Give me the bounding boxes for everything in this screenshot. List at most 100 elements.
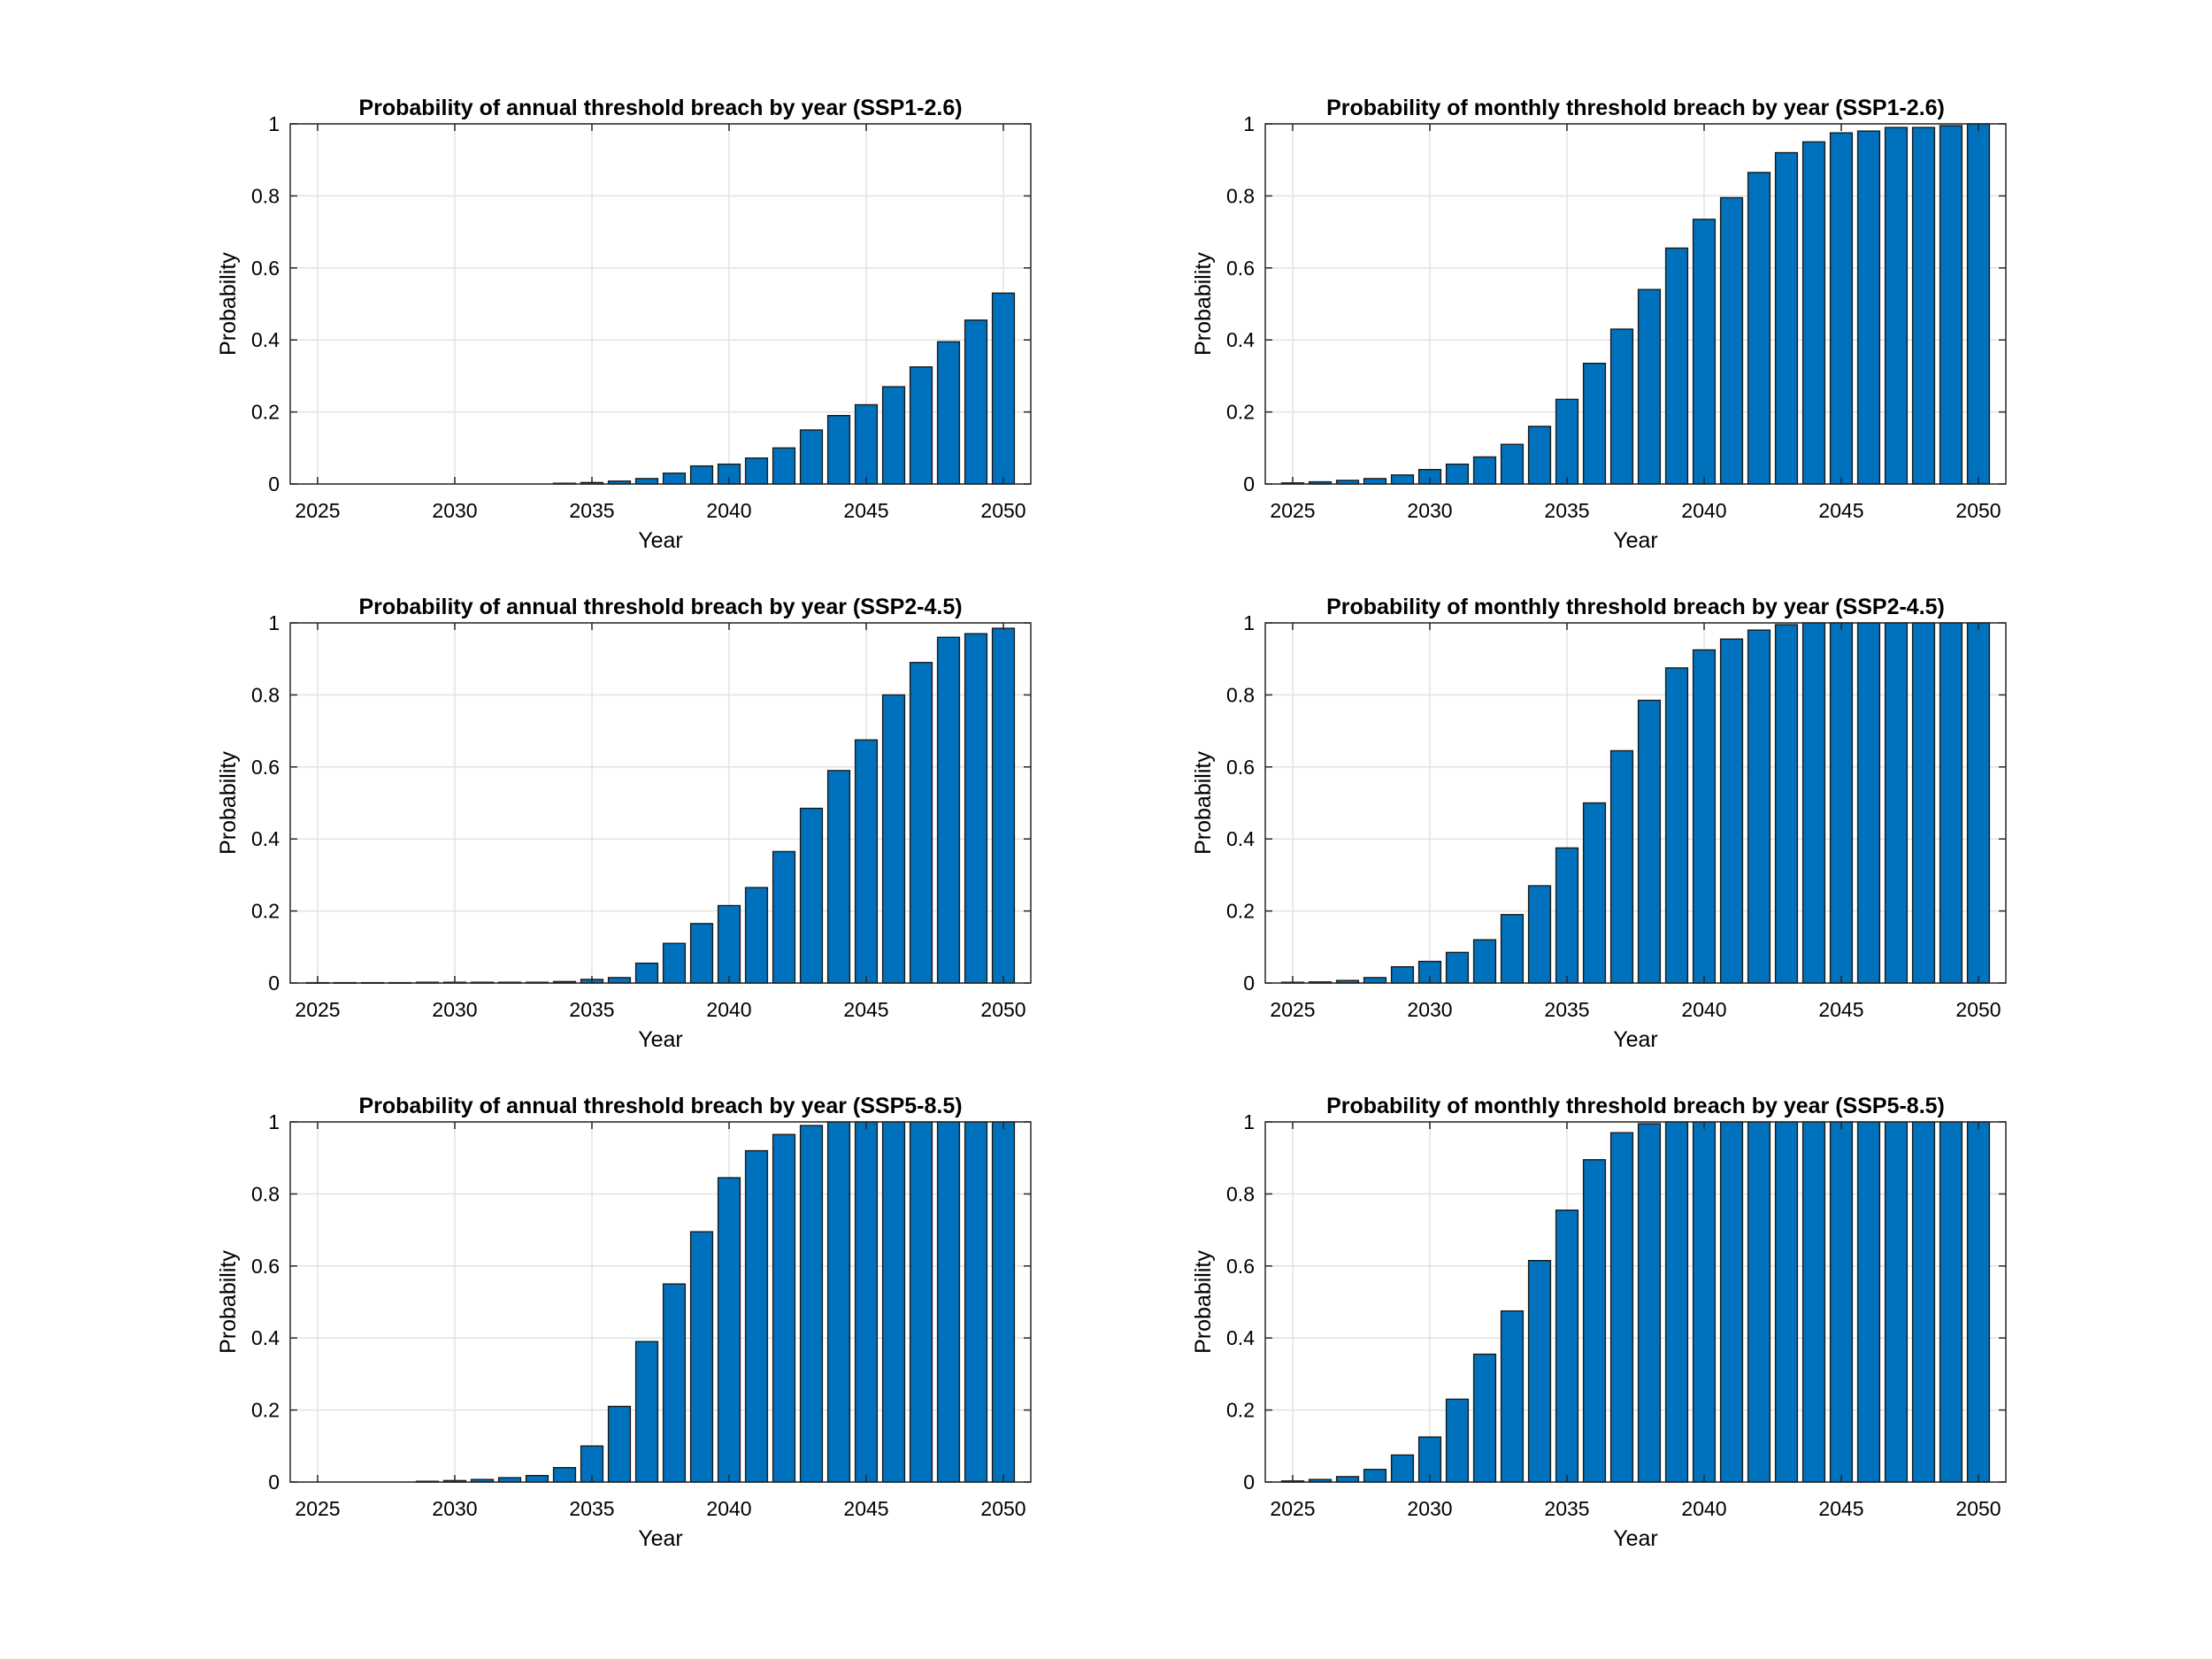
bar-2049: [964, 319, 988, 485]
bar-2033: [1500, 913, 1525, 984]
y-tick-label: 0: [1243, 972, 1255, 995]
bar-2031: [1445, 951, 1470, 984]
bar-2039: [689, 465, 714, 485]
bar-2029: [1390, 474, 1415, 485]
x-tick-label: 2050: [1955, 499, 2001, 522]
bar-2050: [1966, 622, 1991, 984]
bar-2049: [964, 633, 988, 984]
bar-2046: [881, 386, 906, 485]
y-axis-label: Probability: [216, 751, 241, 855]
bar-2045: [1829, 1121, 1854, 1483]
bar-2049: [1939, 1121, 1963, 1483]
axes-box: [1264, 1121, 2007, 1483]
plot-area: [290, 124, 1031, 484]
bar-2044: [826, 1121, 851, 1483]
chart-title: Probability of annual threshold breach b…: [358, 595, 962, 619]
x-tick-label: 2030: [1407, 1497, 1452, 1520]
y-axis-label: Probability: [216, 1250, 241, 1354]
bar-2042: [772, 1133, 796, 1483]
y-tick-label: 1: [1243, 112, 1255, 135]
bar-2036: [1582, 802, 1607, 984]
bar-2039: [1664, 1121, 1689, 1483]
bar-2049: [1939, 622, 1963, 984]
bar-2031: [1445, 1398, 1470, 1483]
y-axis-label: Probability: [1191, 751, 1216, 855]
bar-2043: [799, 1125, 824, 1483]
bar-2044: [1801, 1121, 1826, 1483]
x-tick-label: 2040: [706, 1497, 751, 1520]
chart-title: Probability of monthly threshold breach …: [1326, 1094, 1945, 1118]
x-tick-label: 2030: [1407, 998, 1452, 1021]
x-tick-label: 2025: [295, 499, 340, 522]
bar-2046: [1856, 1121, 1881, 1483]
y-tick-label: 0.8: [251, 184, 280, 207]
y-tick-label: 0.4: [1226, 827, 1255, 850]
bar-2048: [936, 1121, 961, 1483]
bar-2042: [1747, 172, 1771, 485]
x-tick-label: 2025: [1270, 998, 1315, 1021]
x-tick-label: 2045: [1818, 1497, 1863, 1520]
y-tick-label: 0: [268, 1471, 280, 1494]
y-tick-label: 1: [268, 112, 280, 135]
bar-2046: [1856, 130, 1881, 485]
bar-2035: [1555, 398, 1579, 485]
bar-2033: [525, 1474, 549, 1483]
x-tick-label: 2030: [432, 499, 477, 522]
bar-2037: [634, 1340, 659, 1483]
bar-2038: [1637, 699, 1662, 984]
bar-2028: [1363, 478, 1387, 485]
x-tick-label: 2050: [980, 499, 1025, 522]
x-tick-label: 2030: [1407, 499, 1452, 522]
bar-2036: [607, 977, 632, 984]
y-tick-label: 0.6: [251, 1255, 280, 1278]
bar-2041: [744, 457, 769, 485]
y-tick-label: 0.6: [1226, 257, 1255, 280]
x-tick-label: 2050: [1955, 998, 2001, 1021]
x-tick-label: 2025: [295, 998, 340, 1021]
y-tick-label: 1: [268, 1110, 280, 1133]
bar-2038: [662, 1283, 687, 1483]
x-axis-label: Year: [1613, 528, 1658, 553]
y-tick-label: 0.6: [1226, 1255, 1255, 1278]
bar-2041: [744, 1149, 769, 1483]
axes-box: [1264, 123, 2007, 485]
chart-title: Probability of annual threshold breach b…: [358, 1094, 962, 1118]
bar-2050: [991, 1121, 1016, 1483]
y-axis-label: Probability: [216, 252, 241, 356]
bar-2037: [634, 478, 659, 485]
x-tick-label: 2050: [1955, 1497, 2001, 1520]
chart-panel-5: 2025 2030 2035 2040 2045 2050 0 0.2 0.4 0.6 0.8 1 Pr…: [216, 1094, 1032, 1551]
bar-2043: [1774, 1121, 1799, 1483]
chart-title: Probability of monthly threshold breach …: [1326, 96, 1945, 120]
bar-2041: [1719, 638, 1744, 984]
y-tick-label: 0.8: [1226, 184, 1255, 207]
bar-2042: [1747, 629, 1771, 984]
x-tick-label: 2035: [1544, 499, 1589, 522]
x-axis-label: Year: [638, 1526, 683, 1551]
y-tick-label: 0.4: [251, 1326, 280, 1349]
bar-2037: [634, 962, 659, 984]
bar-2042: [1747, 1121, 1771, 1483]
bar-2036: [1582, 362, 1607, 485]
x-tick-label: 2050: [980, 998, 1025, 1021]
bar-2034: [1527, 885, 1552, 984]
x-tick-label: 2045: [843, 998, 888, 1021]
x-tick-label: 2035: [1544, 998, 1589, 1021]
bar-2047: [1884, 622, 1909, 984]
plot-area: [290, 623, 1031, 983]
y-tick-label: 0.2: [1226, 401, 1255, 424]
bar-2028: [1363, 977, 1387, 984]
axes-box: [289, 1121, 1032, 1483]
bar-2045: [1829, 132, 1854, 485]
bar-2038: [662, 942, 687, 984]
bar-2029: [1390, 965, 1415, 984]
bar-2029: [1390, 1454, 1415, 1483]
bar-2043: [799, 429, 824, 485]
bar-2040: [1692, 219, 1717, 485]
bar-2033: [1500, 443, 1525, 485]
bar-2033: [1500, 1310, 1525, 1483]
bar-2047: [909, 366, 933, 485]
y-tick-label: 0.8: [251, 1182, 280, 1205]
bar-2039: [1664, 247, 1689, 485]
bar-2044: [826, 770, 851, 984]
